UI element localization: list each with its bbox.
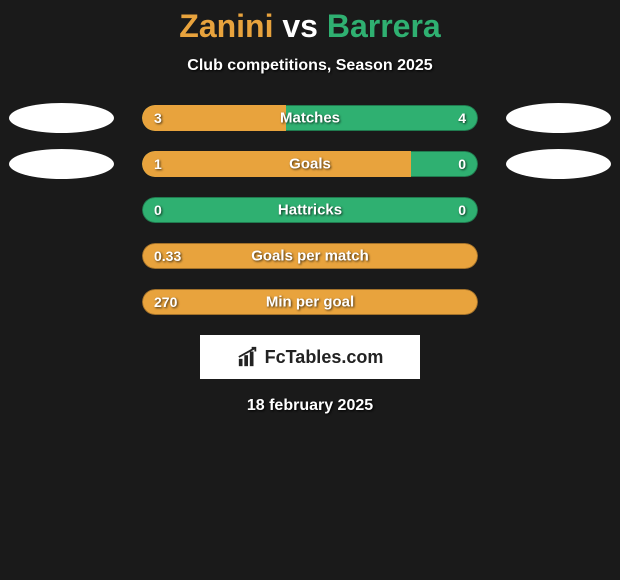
- logo-box: FcTables.com: [200, 335, 420, 379]
- bar-chart-icon: [237, 346, 259, 368]
- stats-section: 3 4 Matches 1 0 Goals 0 0 Hattricks 0.33 Goals per…: [0, 105, 620, 315]
- player1-avatar: [9, 149, 114, 179]
- stat-value-left: 270: [154, 294, 177, 310]
- player2-avatar: [506, 103, 611, 133]
- bar-fill: [142, 151, 411, 177]
- stat-row: 0 0 Hattricks: [0, 197, 620, 223]
- stat-label: Matches: [280, 110, 340, 127]
- stat-value-left: 0: [154, 202, 162, 218]
- stat-value-left: 0.33: [154, 248, 181, 264]
- player2-avatar: [506, 149, 611, 179]
- stat-value-left: 1: [154, 156, 162, 172]
- stat-label: Min per goal: [266, 294, 354, 311]
- date-label: 18 february 2025: [0, 397, 620, 415]
- stat-label: Goals: [289, 156, 331, 173]
- infographic-container: Zanini vs Barrera Club competitions, Sea…: [0, 0, 620, 415]
- stat-label: Hattricks: [278, 202, 342, 219]
- logo-text: FcTables.com: [265, 347, 384, 368]
- stat-row: 1 0 Goals: [0, 151, 620, 177]
- stat-value-right: 0: [458, 202, 466, 218]
- stat-bar: 1 0 Goals: [142, 151, 478, 177]
- stat-value-right: 4: [458, 110, 466, 126]
- stat-value-left: 3: [154, 110, 162, 126]
- stat-value-right: 0: [458, 156, 466, 172]
- stat-bar: 270 Min per goal: [142, 289, 478, 315]
- stat-bar: 0.33 Goals per match: [142, 243, 478, 269]
- title-player2: Barrera: [327, 8, 441, 44]
- title-player1: Zanini: [179, 8, 273, 44]
- title-vs: vs: [273, 8, 326, 44]
- stat-bar: 0 0 Hattricks: [142, 197, 478, 223]
- stat-bar: 3 4 Matches: [142, 105, 478, 131]
- stat-row: 270 Min per goal: [0, 289, 620, 315]
- page-title: Zanini vs Barrera: [0, 8, 620, 45]
- stat-row: 0.33 Goals per match: [0, 243, 620, 269]
- subtitle: Club competitions, Season 2025: [0, 57, 620, 75]
- stat-label: Goals per match: [251, 248, 369, 265]
- bar-fill: [142, 105, 286, 131]
- stat-row: 3 4 Matches: [0, 105, 620, 131]
- player1-avatar: [9, 103, 114, 133]
